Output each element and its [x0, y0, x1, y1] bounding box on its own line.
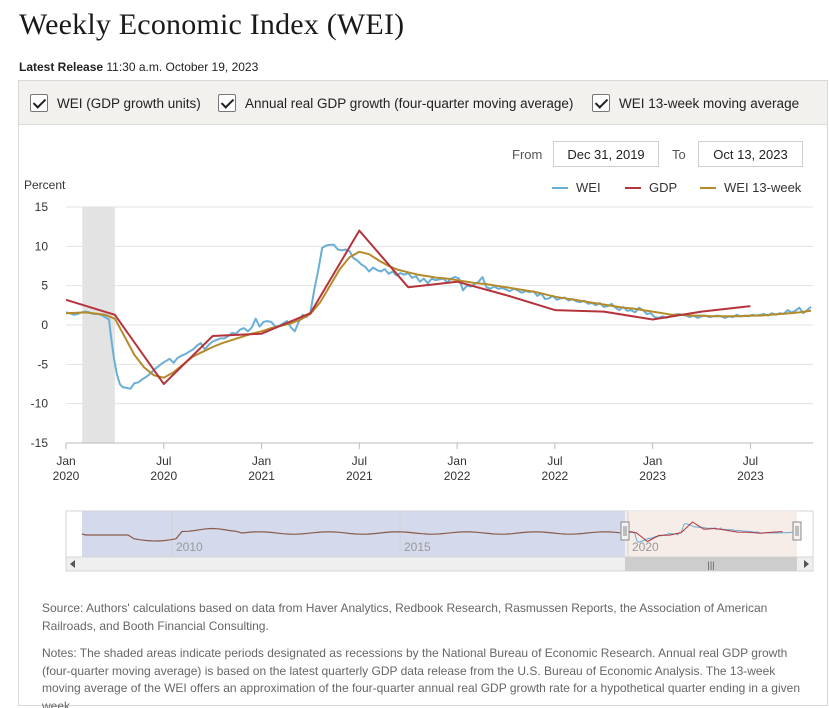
range-to-input[interactable]: Oct 13, 2023 [698, 141, 803, 167]
x-tick-label: 2022 [542, 469, 569, 483]
x-tick-label: 2023 [737, 469, 764, 483]
x-tick-label: Jan [252, 454, 271, 468]
toggle-wei[interactable]: WEI (GDP growth units) [30, 94, 201, 112]
release-value: 11:30 a.m. October 19, 2023 [106, 60, 259, 74]
navigator-label: 2015 [404, 540, 431, 554]
scroll-left-icon[interactable] [70, 560, 75, 568]
toggle-ma13-label: WEI 13-week moving average [619, 95, 800, 111]
range-to-label: To [672, 147, 686, 162]
y-tick-label: 5 [41, 279, 48, 293]
x-tick-label: Jan [56, 454, 75, 468]
x-tick-label: Jan [643, 454, 662, 468]
x-tick-label: Jul [743, 454, 758, 468]
x-tick-label: 2021 [346, 469, 373, 483]
source-text: Source: Authors' calculations based on d… [42, 601, 768, 633]
release-label: Latest Release [19, 60, 104, 74]
x-tick-label: 2022 [444, 469, 471, 483]
series-toggle-bar: WEI (GDP growth units) Annual real GDP g… [19, 81, 827, 125]
legend-label-gdp: GDP [649, 180, 677, 195]
range-from-input[interactable]: Dec 31, 2019 [553, 141, 659, 167]
scrollbar-grip-icon: ||| [707, 560, 714, 570]
toggle-gdp-label: Annual real GDP growth (four-quarter mov… [245, 95, 574, 111]
x-tick-label: Jul [547, 454, 562, 468]
navigator-label: 2020 [632, 540, 659, 554]
series-line-wei [65, 243, 812, 390]
x-tick-label: 2020 [150, 469, 177, 483]
chart-panel: WEI (GDP growth units) Annual real GDP g… [18, 80, 828, 706]
scrollbar-thumb[interactable] [625, 557, 797, 571]
range-from-label: From [512, 147, 543, 162]
checkbox-icon[interactable] [592, 94, 610, 112]
toggle-gdp[interactable]: Annual real GDP growth (four-quarter mov… [218, 94, 573, 112]
y-tick-label: 15 [35, 200, 49, 214]
navigator-history-line [81, 527, 621, 542]
legend-label-ma13: WEI 13-week [724, 180, 802, 195]
notes-text: Notes: The shaded areas indicate periods… [42, 646, 800, 708]
scroll-right-icon[interactable] [804, 560, 809, 568]
y-tick-label: -15 [31, 436, 49, 450]
x-tick-label: 2020 [53, 469, 80, 483]
checkbox-icon[interactable] [30, 94, 48, 112]
navigator-label: 2010 [176, 540, 203, 554]
series-line-gdp [65, 229, 751, 385]
series-line-ma13 [65, 250, 812, 379]
y-tick-label: -5 [37, 357, 48, 371]
page-title: Weekly Economic Index (WEI) [19, 8, 405, 41]
checkbox-icon[interactable] [218, 94, 236, 112]
x-tick-label: Jan [447, 454, 466, 468]
toggle-wei-label: WEI (GDP growth units) [57, 95, 201, 111]
navigator-handle[interactable] [792, 521, 802, 541]
navigator-gdp-line [624, 521, 783, 543]
latest-release: Latest Release 11:30 a.m. October 19, 20… [19, 60, 258, 74]
x-tick-label: 2021 [248, 469, 275, 483]
x-tick-label: 2023 [639, 469, 666, 483]
x-tick-label: Jul [352, 454, 367, 468]
x-tick-label: Jul [156, 454, 171, 468]
y-tick-label: -10 [31, 397, 49, 411]
legend-label-wei: WEI [576, 180, 601, 195]
navigator-handle[interactable] [620, 521, 630, 541]
y-tick-label: 10 [35, 239, 49, 253]
y-tick-label: 0 [41, 318, 48, 332]
y-axis-title: Percent [24, 178, 66, 192]
navigator-selection [625, 511, 797, 557]
toggle-ma13[interactable]: WEI 13-week moving average [592, 94, 799, 112]
